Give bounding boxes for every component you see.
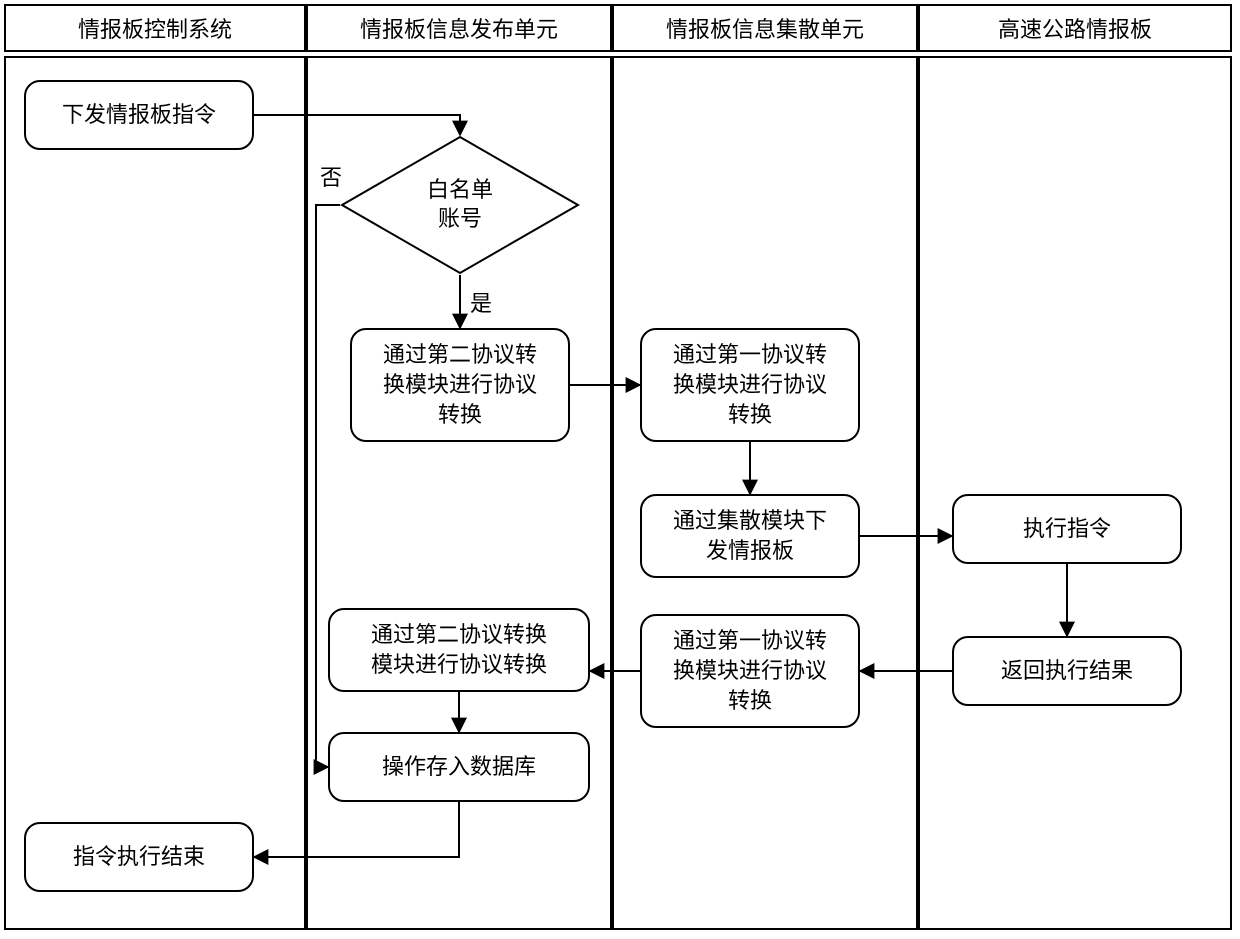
node-proto1-down-l3: 转换 xyxy=(728,402,772,427)
node-proto2-down-l2: 换模块进行协议 xyxy=(383,372,537,397)
node-command-end-label: 指令执行结束 xyxy=(73,842,205,872)
node-save-db: 操作存入数据库 xyxy=(328,732,590,802)
node-command-end: 指令执行结束 xyxy=(24,822,254,892)
node-whitelist-label-2: 账号 xyxy=(438,206,482,231)
node-proto1-convert-up: 通过第一协议转 换模块进行协议 转换 xyxy=(640,614,860,728)
node-return-label: 返回执行结果 xyxy=(1001,656,1133,686)
node-dispatch-l2: 发情报板 xyxy=(706,538,794,563)
node-proto1-up-l2: 换模块进行协议 xyxy=(673,658,827,683)
node-proto1-down-l2: 换模块进行协议 xyxy=(673,372,827,397)
node-proto1-up-l1: 通过第一协议转 xyxy=(673,628,827,653)
lane-header-1-label: 情报板控制系统 xyxy=(78,12,232,44)
node-execute-command: 执行指令 xyxy=(952,494,1182,564)
node-proto2-down-l1: 通过第二协议转 xyxy=(383,342,537,367)
lane-header-3: 情报板信息集散单元 xyxy=(612,4,918,52)
lane-header-3-label: 情报板信息集散单元 xyxy=(666,12,864,44)
node-whitelist-label-1: 白名单 xyxy=(427,177,493,202)
node-proto1-up-l3: 转换 xyxy=(728,688,772,713)
node-issue-command-label: 下发情报板指令 xyxy=(62,100,216,130)
node-proto2-convert-up: 通过第二协议转换 模块进行协议转换 xyxy=(328,608,590,692)
lane-body-1 xyxy=(4,56,306,930)
lane-header-2-label: 情报板信息发布单元 xyxy=(360,12,558,44)
node-proto2-up-l1: 通过第二协议转换 xyxy=(371,622,547,647)
lane-header-4-label: 高速公路情报板 xyxy=(998,12,1152,44)
lane-header-1: 情报板控制系统 xyxy=(4,4,306,52)
edge-label-yes: 是 xyxy=(470,286,492,318)
node-proto2-down-l3: 转换 xyxy=(438,402,482,427)
lane-header-2: 情报板信息发布单元 xyxy=(306,4,612,52)
node-return-result: 返回执行结果 xyxy=(952,636,1182,706)
node-dispatch-module: 通过集散模块下 发情报板 xyxy=(640,494,860,578)
node-whitelist-decision: 白名单 账号 xyxy=(340,135,580,275)
node-save-db-label: 操作存入数据库 xyxy=(382,752,536,782)
lane-header-4: 高速公路情报板 xyxy=(918,4,1232,52)
swimlane-flowchart: 情报板控制系统 情报板信息发布单元 情报板信息集散单元 高速公路情报板 下发情报… xyxy=(0,0,1240,939)
node-issue-command: 下发情报板指令 xyxy=(24,80,254,150)
node-proto1-convert-down: 通过第一协议转 换模块进行协议 转换 xyxy=(640,328,860,442)
node-proto1-down-l1: 通过第一协议转 xyxy=(673,342,827,367)
node-proto2-up-l2: 模块进行协议转换 xyxy=(371,652,547,677)
edge-label-no: 否 xyxy=(320,160,342,192)
node-proto2-convert-down: 通过第二协议转 换模块进行协议 转换 xyxy=(350,328,570,442)
node-execute-label: 执行指令 xyxy=(1023,514,1111,544)
lane-body-3 xyxy=(612,56,918,930)
node-dispatch-l1: 通过集散模块下 xyxy=(673,508,827,533)
lane-body-4 xyxy=(918,56,1232,930)
